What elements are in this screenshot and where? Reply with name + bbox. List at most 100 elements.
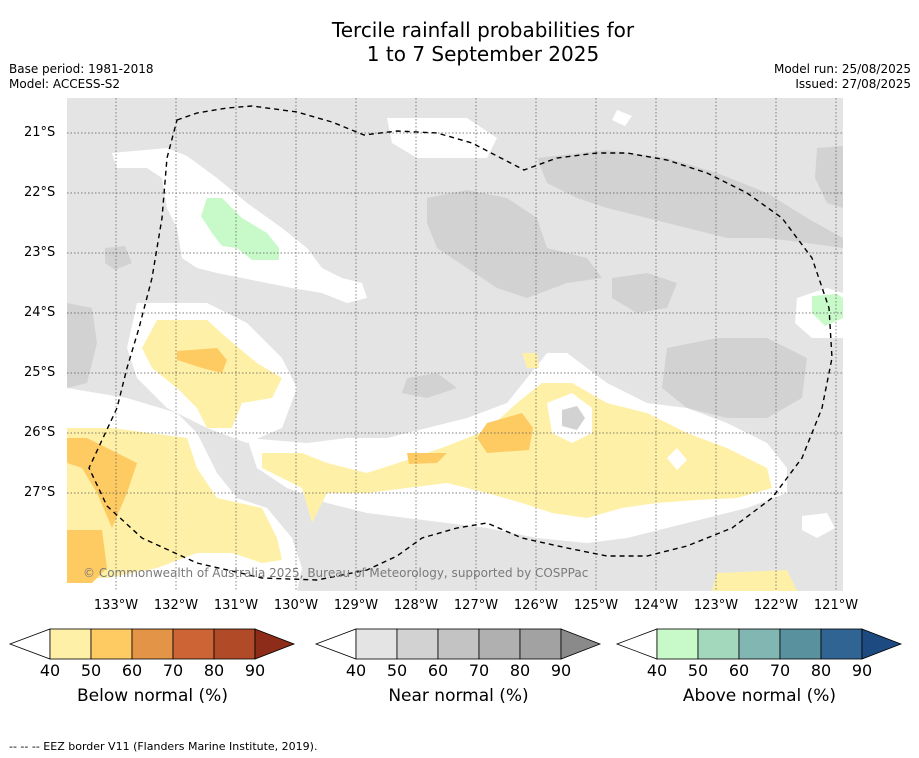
meta-left: Base period: 1981-2018 Model: ACCESS-S2 [9,62,154,92]
near-normal-hole-core [562,406,585,430]
title-line-1: Tercile rainfall probabilities for [331,18,635,42]
colorbar-above-normal [615,628,903,660]
below-normal-50-corner [67,530,107,583]
colorbar-near-swatch [478,628,521,660]
colorbar-above-swatch [656,628,699,660]
cb-below-tick: 60 [121,661,143,680]
lat-tick-25: 25°S [24,365,56,380]
colorbar-below-swatch [49,628,92,660]
below-normal-50-west [177,348,227,373]
lat-tick-23: 23°S [24,245,56,260]
near-normal-patch-center [427,190,602,298]
cb-above-tick: 70 [769,661,791,680]
cb-below-tick: 90 [244,661,266,680]
eez-border [88,105,833,581]
colorbar-below-max-arrow [254,628,296,660]
colorbar-above-label: Above normal (%) [682,686,837,706]
lat-tick-27: 27°S [24,485,56,500]
near-normal-patch-west [67,303,97,388]
cb-below-tick: 50 [80,661,102,680]
colorbar-below-swatch [131,628,174,660]
lon-tick-129: 129°W [333,598,379,613]
lon-tick-125: 125°W [573,598,619,613]
near-normal-patch-east [662,338,807,418]
cb-near-tick: 50 [386,661,408,680]
colorbar-above-swatch [697,628,740,660]
colorbar-near-max-arrow [560,628,602,660]
eez-footnote: -- -- -- EEZ border V11 (Flanders Marine… [9,740,318,753]
near-normal-patch-northeast [537,150,843,248]
lon-tick-127: 127°W [453,598,499,613]
model-run: Model run: 25/08/2025 [773,62,911,76]
meta-right: Model run: 25/08/2025 Issued: 27/08/2025 [774,62,911,92]
lat-tick-24: 24°S [24,305,56,320]
colorbar-below-normal [8,628,296,660]
base-period: Base period: 1981-2018 [9,62,154,76]
colorbar-below-min-arrow [8,628,51,660]
colorbar-near-swatch [437,628,480,660]
cb-near-tick: 60 [427,661,449,680]
above-normal-patch-east [812,294,843,326]
cb-below-tick: 40 [39,661,61,680]
colorbar-above-swatch [779,628,822,660]
lon-tick-131: 131°W [213,598,259,613]
white-region-southeast-speck [802,513,835,538]
cb-above-tick: 50 [687,661,709,680]
title-line-2: 1 to 7 September 2025 [366,42,600,66]
cb-above-tick: 40 [646,661,668,680]
lat-tick-22: 22°S [24,185,56,200]
lon-tick-133: 133°W [93,598,139,613]
issued-date: Issued: 27/08/2025 [795,77,911,91]
colorbar-above-min-arrow [615,628,658,660]
colorbar-near-label: Near normal (%) [388,686,529,706]
below-normal-40-regions [67,320,797,591]
white-region-north [387,118,497,158]
attribution-text: © Commonwealth of Australia 2025, Bureau… [83,566,588,580]
colorbar-near-swatch [355,628,398,660]
colorbar-near-normal [314,628,602,660]
colorbar-below-swatch [172,628,215,660]
lat-tick-21: 21°S [24,125,56,140]
lon-tick-122: 122°W [753,598,799,613]
colorbar-near-swatch [519,628,562,660]
colorbar-below-swatch [90,628,133,660]
above-normal-patch-west [201,198,279,260]
colorbar-above-swatch [738,628,781,660]
lon-tick-121: 121°W [813,598,859,613]
below-normal-patch-southeast [712,570,797,591]
probability-map: © Commonwealth of Australia 2025, Bureau… [67,98,843,591]
cb-below-tick: 70 [162,661,184,680]
below-normal-speck [522,353,539,368]
cb-near-tick: 70 [468,661,490,680]
colorbar-below-label: Below normal (%) [77,686,228,706]
cb-below-tick: 80 [203,661,225,680]
lon-tick-124: 124°W [633,598,679,613]
colorbars [8,628,903,660]
lon-tick-126: 126°W [513,598,559,613]
cb-above-tick: 80 [810,661,832,680]
cb-near-tick: 90 [550,661,572,680]
lon-tick-128: 128°W [393,598,439,613]
map-title: Tercile rainfall probabilities for 1 to … [0,18,919,66]
colorbar-near-swatch [396,628,439,660]
below-normal-patch-west [142,320,282,428]
white-hole-speck [667,448,687,470]
colorbar-below-swatch [213,628,256,660]
colorbar-above-swatch [820,628,863,660]
cb-above-tick: 90 [851,661,873,680]
below-normal-patch-south [262,383,772,523]
lon-tick-130: 130°W [273,598,319,613]
cb-near-tick: 40 [345,661,367,680]
below-normal-50-southwest [67,438,137,528]
model-name: Model: ACCESS-S2 [9,77,121,91]
colorbar-above-max-arrow [861,628,903,660]
below-normal-50-regions [67,348,533,583]
near-normal-patch-small [612,273,677,313]
lon-tick-123: 123°W [693,598,739,613]
white-region-speck [612,110,632,126]
below-normal-50-small [407,453,447,464]
colorbar-near-min-arrow [314,628,357,660]
cb-above-tick: 60 [728,661,750,680]
above-normal-40-regions [201,198,843,326]
lon-tick-132: 132°W [153,598,199,613]
